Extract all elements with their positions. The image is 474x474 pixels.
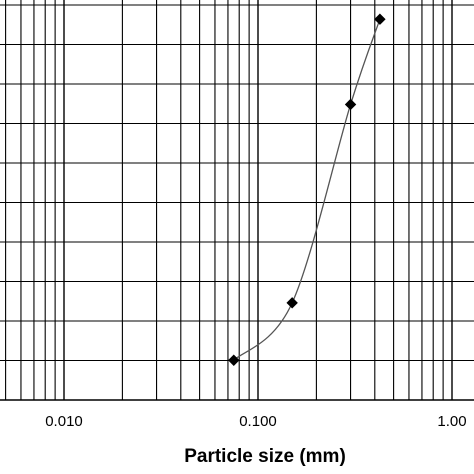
data-point-marker [228, 354, 240, 366]
data-point-marker [286, 297, 298, 309]
x-tick-labels: 0.010 0.100 1.00 [45, 413, 466, 430]
data-point-marker [374, 13, 386, 25]
series-line [233, 19, 381, 361]
vertical-gridlines [5, 0, 453, 400]
x-tick-label: 0.010 [45, 413, 83, 430]
x-axis-title: Particle size (mm) [184, 446, 346, 467]
series-markers [228, 13, 386, 366]
x-tick-label: 0.100 [239, 413, 277, 430]
data-point-marker [344, 98, 357, 111]
x-tick-label: 1.00 [437, 413, 466, 430]
